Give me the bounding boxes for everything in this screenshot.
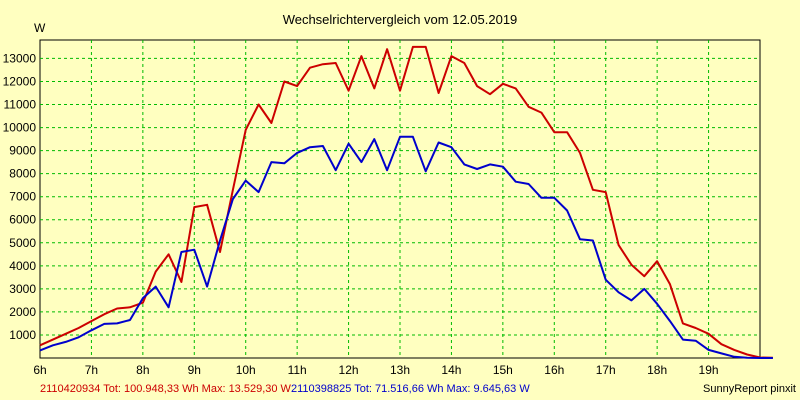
- y-tick-label: 3000: [9, 282, 36, 296]
- y-tick-label: 1000: [9, 328, 36, 342]
- y-tick-label: 2000: [9, 305, 36, 319]
- footer-source: SunnyReport pinxit: [703, 383, 796, 395]
- x-tick-labels: 6h 7h 8h 9h 10h 11h 12h 13h 14h 15h 16h 17h 18h 19h: [33, 363, 718, 377]
- x-tick-label: 17h: [596, 363, 616, 377]
- x-tick-label: 18h: [647, 363, 667, 377]
- y-tick-label: 9000: [9, 144, 36, 158]
- x-tick-label: 14h: [441, 363, 461, 377]
- series-line-1: [39, 45, 773, 359]
- y-tick-labels: 1000 2000 3000 4000 5000 6000 7000 8000 9000 1000…: [3, 51, 37, 342]
- x-tick-label: 8h: [136, 363, 149, 377]
- y-tick-label: 11000: [4, 98, 37, 112]
- grid-lines: [40, 40, 760, 358]
- chart-title: Wechselrichtervergleich vom 12.05.2019: [283, 12, 518, 27]
- x-tick-label: 11h: [288, 363, 307, 377]
- y-tick-label: 13000: [3, 51, 37, 65]
- y-tick-label: 7000: [9, 190, 36, 204]
- y-axis-label: W: [34, 21, 46, 35]
- series-2-summary: 2110398825 Tot: 71.516,66 Wh Max: 9.645,…: [291, 383, 530, 395]
- x-tick-label: 7h: [85, 363, 98, 377]
- x-tick-label: 13h: [390, 363, 410, 377]
- x-tick-label: 19h: [699, 363, 719, 377]
- x-tick-label: 10h: [236, 363, 256, 377]
- x-tick-label: 12h: [339, 363, 359, 377]
- x-tick-label: 6h: [33, 363, 46, 377]
- y-tick-label: 6000: [9, 213, 36, 227]
- y-tick-label: 12000: [3, 74, 37, 88]
- series-lines: [39, 45, 773, 359]
- y-tick-label: 4000: [9, 259, 36, 273]
- y-tick-label: 5000: [9, 236, 36, 250]
- y-tick-label: 10000: [3, 121, 37, 135]
- x-tick-label: 16h: [544, 363, 564, 377]
- series-line-2: [39, 135, 773, 359]
- series-1-summary: 2110420934 Tot: 100.948,33 Wh Max: 13.52…: [40, 383, 292, 395]
- y-tick-label: 8000: [9, 167, 36, 181]
- x-tick-label: 15h: [493, 363, 513, 377]
- x-tick-label: 9h: [188, 363, 201, 377]
